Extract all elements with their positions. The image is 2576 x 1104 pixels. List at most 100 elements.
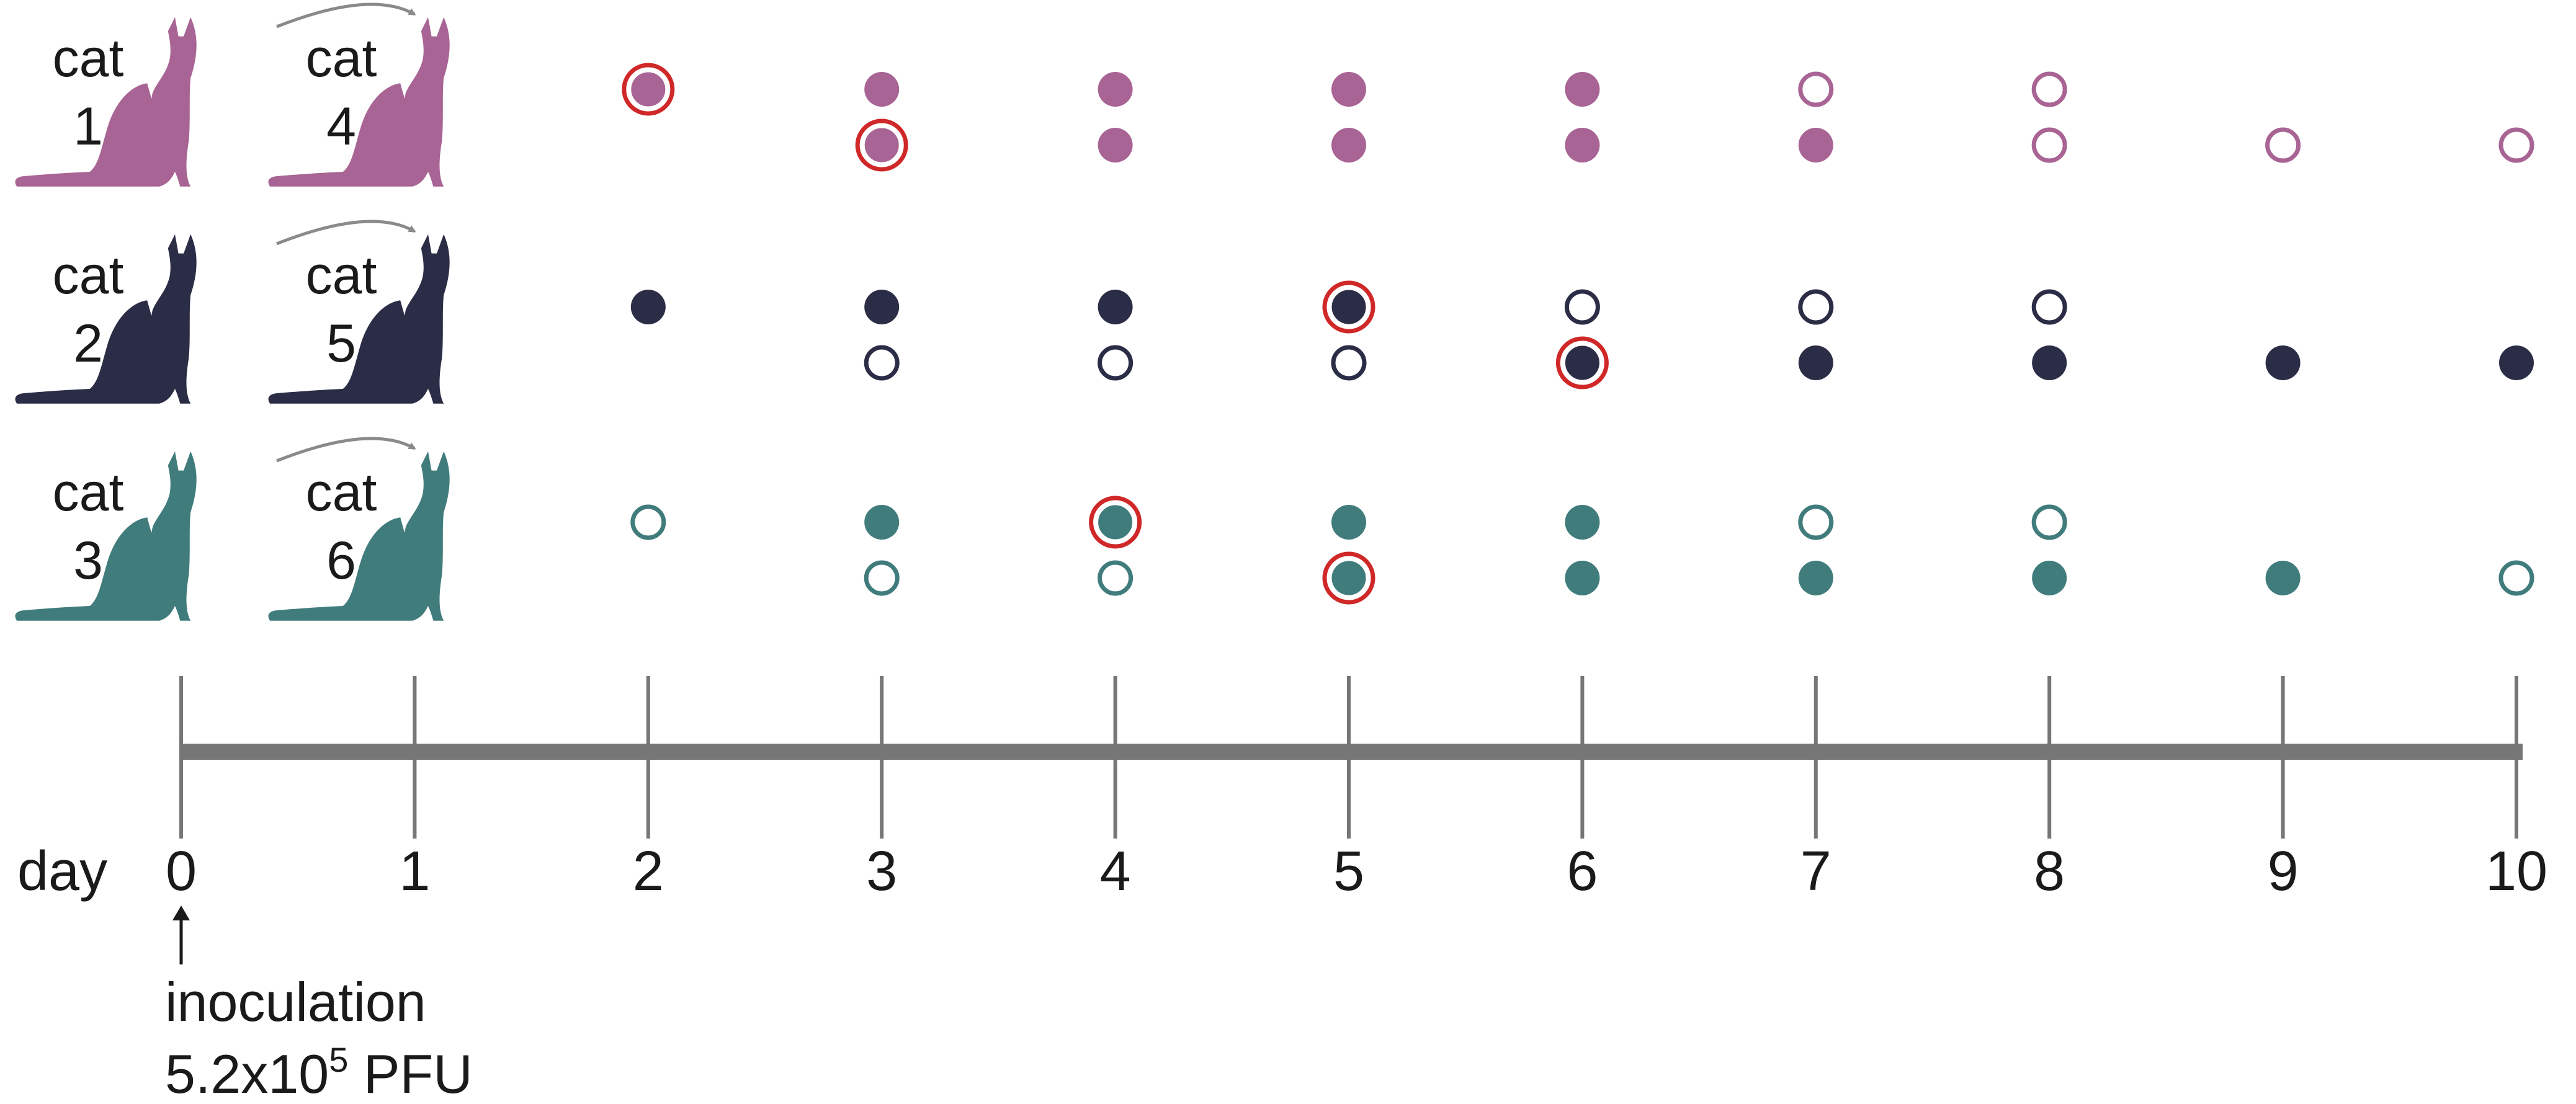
- cat-number: 3: [73, 531, 103, 590]
- tick-label-day-4: 4: [1100, 840, 1131, 902]
- cat-number: 2: [73, 314, 103, 373]
- highlight-gap: [1327, 556, 1371, 600]
- highlight-gap: [860, 123, 903, 167]
- tick-label-day-1: 1: [399, 840, 430, 902]
- positive-marker: [2032, 345, 2067, 380]
- transmission-arrow-icon: [276, 2, 416, 29]
- positive-marker: [864, 290, 900, 324]
- point-donor-cat-pair3-day3: [864, 505, 900, 540]
- point-donor-cat-pair3-day4: [1089, 496, 1142, 549]
- negative-marker: [1798, 71, 1834, 107]
- tick-label-day-0: 0: [166, 840, 197, 902]
- point-contact-cat-pair2-day6: [1555, 336, 1609, 390]
- positive-marker: [1798, 561, 1833, 595]
- transmission-arrow-icon: [276, 437, 416, 463]
- cat-word: cat: [306, 463, 377, 522]
- point-contact-cat-pair1-day3: [855, 118, 908, 172]
- positive-marker: [1798, 128, 1833, 162]
- inoculation-dose: 5.2x105 PFU: [165, 1040, 473, 1104]
- point-donor-cat-pair3-day7: [1798, 504, 1834, 540]
- negative-marker: [2031, 504, 2067, 540]
- axis-label: day: [17, 840, 107, 902]
- point-contact-cat-pair3-day5: [1322, 551, 1375, 605]
- point-contact-cat-pair1-day8: [2031, 127, 2067, 163]
- negative-marker: [2031, 71, 2067, 107]
- point-donor-cat-pair2-day2: [630, 290, 666, 324]
- positive-marker: [1565, 505, 1600, 540]
- positive-marker: [1098, 72, 1133, 107]
- positive-marker: [1798, 345, 1833, 380]
- point-contact-cat-pair2-day8: [2032, 345, 2067, 380]
- highlight-ring: [1322, 551, 1375, 605]
- tick-label-day-8: 8: [2034, 840, 2065, 902]
- highlight-core: [1101, 509, 1129, 536]
- cat-donor-3: cat 3: [15, 451, 197, 621]
- positive-marker: [2032, 561, 2067, 595]
- positive-marker: [1331, 128, 1366, 162]
- point-contact-cat-pair3-day3: [864, 560, 900, 596]
- cat-donor-2: cat 2: [15, 234, 197, 404]
- inoculation-annotation: inoculation 5.2x105 PFU: [165, 906, 473, 1104]
- cat-contact-2: cat 5: [268, 234, 450, 404]
- transmission-arrow-icon: [276, 220, 416, 246]
- positive-marker: [2265, 561, 2301, 595]
- point-contact-cat-pair2-day10: [2499, 345, 2534, 380]
- positive-marker: [1565, 128, 1600, 162]
- point-donor-cat-pair3-day2: [630, 504, 666, 540]
- point-donor-cat-pair2-day4: [1098, 290, 1133, 324]
- point-contact-cat-pair2-day7: [1798, 345, 1833, 380]
- cat-word: cat: [306, 246, 377, 305]
- highlight-core: [1335, 293, 1362, 321]
- positive-marker: [1565, 561, 1600, 595]
- highlight-ring: [1322, 280, 1375, 334]
- cat-contact-1: cat 4: [268, 17, 450, 187]
- point-contact-cat-pair1-day9: [2265, 127, 2301, 163]
- negative-marker: [2265, 127, 2301, 163]
- cat-contact-3: cat 6: [268, 451, 450, 621]
- positive-marker: [1331, 72, 1366, 107]
- cat-word: cat: [53, 246, 124, 305]
- negative-marker: [864, 560, 900, 596]
- axis-tick-labels: 0 1 2 3 4 5 6 7 8 9 10: [166, 840, 2547, 902]
- cat-number: 6: [326, 531, 356, 590]
- positive-marker: [2499, 345, 2534, 380]
- cat-word: cat: [53, 463, 124, 522]
- inoculation-label: inoculation: [165, 971, 426, 1033]
- highlight-core: [868, 131, 896, 159]
- highlight-ring: [1089, 496, 1142, 549]
- point-donor-cat-pair2-day5: [1322, 280, 1375, 334]
- highlight-gap: [1560, 341, 1604, 385]
- day-axis: day 0 1 2 3 4 5 6 7 8 9 10: [17, 676, 2547, 902]
- point-contact-cat-pair3-day8: [2032, 561, 2067, 595]
- highlight-core: [1568, 349, 1596, 376]
- highlight-ring: [622, 63, 675, 116]
- point-contact-cat-pair2-day5: [1331, 345, 1367, 381]
- cat-word: cat: [306, 29, 377, 88]
- point-donor-cat-pair2-day6: [1564, 289, 1600, 325]
- negative-marker: [1098, 560, 1134, 596]
- point-donor-cat-pair1-day6: [1565, 72, 1600, 107]
- highlight-gap: [1094, 501, 1137, 544]
- point-donor-cat-pair2-day8: [2031, 289, 2067, 325]
- inoculation-dose-unit: PFU: [348, 1043, 472, 1104]
- cat-word: cat: [53, 29, 124, 88]
- point-contact-cat-pair3-day10: [2498, 560, 2534, 596]
- point-donor-cat-pair3-day6: [1565, 505, 1600, 540]
- positive-marker: [864, 505, 900, 540]
- point-contact-cat-pair2-day9: [2265, 345, 2301, 380]
- negative-marker: [630, 504, 666, 540]
- inoculation-arrowhead-icon: [172, 906, 190, 920]
- point-contact-cat-pair1-day6: [1565, 128, 1600, 162]
- tick-label-day-7: 7: [1800, 840, 1831, 902]
- negative-marker: [1798, 289, 1834, 325]
- point-donor-cat-pair1-day4: [1098, 72, 1133, 107]
- point-contact-cat-pair1-day7: [1798, 128, 1833, 162]
- negative-marker: [1331, 345, 1367, 381]
- inoculation-dose-exponent: 5: [329, 1040, 348, 1079]
- negative-marker: [2031, 289, 2067, 325]
- highlight-core: [634, 76, 662, 103]
- point-contact-cat-pair2-day3: [864, 345, 900, 381]
- cat-number: 1: [73, 97, 103, 156]
- point-contact-cat-pair3-day9: [2265, 561, 2301, 595]
